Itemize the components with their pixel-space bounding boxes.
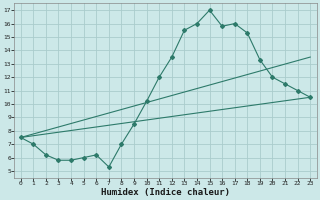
X-axis label: Humidex (Indice chaleur): Humidex (Indice chaleur) [101,188,230,197]
